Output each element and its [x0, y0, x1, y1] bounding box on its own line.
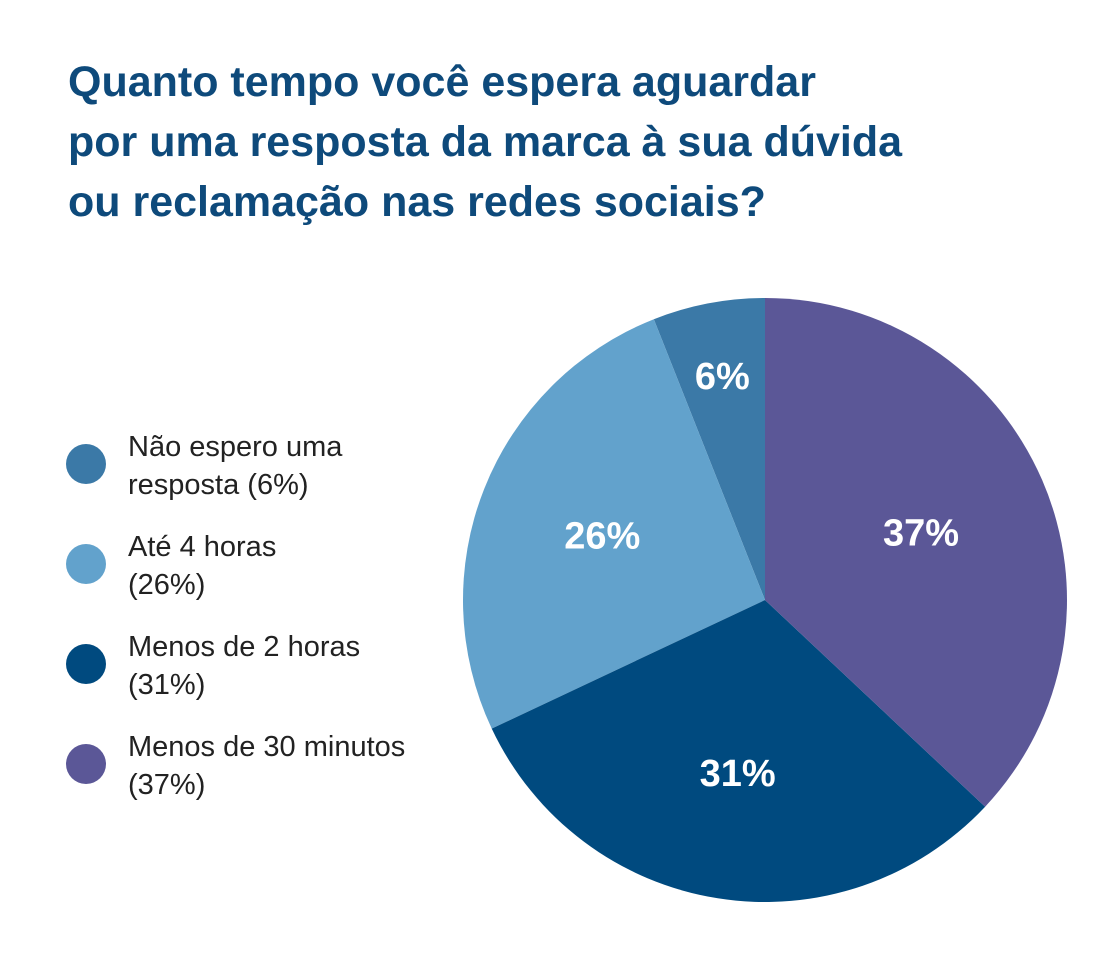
legend-item-menos-2-horas: Menos de 2 horas (31%)	[66, 628, 466, 728]
chart-title-line-3: ou reclamação nas redes sociais?	[68, 178, 766, 226]
legend-label-menos-30-minutos: Menos de 30 minutos (37%)	[128, 728, 405, 804]
pie-label-ate-4-horas: 26%	[564, 516, 640, 558]
legend-label-menos-2-horas: Menos de 2 horas (31%)	[128, 628, 360, 704]
legend-label-ate-4-horas: Até 4 horas (26%)	[128, 528, 276, 604]
chart-title-line-2: por uma resposta da marca à sua dúvida	[68, 118, 903, 166]
legend-item-ate-4-horas: Até 4 horas (26%)	[66, 528, 466, 628]
legend-swatch-ate-4-horas	[66, 544, 106, 584]
pie-label-nao-espero: 6%	[695, 356, 750, 398]
legend-swatch-nao-espero	[66, 444, 106, 484]
pie-slice-ate-4-horas	[462, 319, 765, 729]
pie-slice-menos-30-minutos	[765, 298, 1067, 807]
pie-label-menos-2-horas: 31%	[700, 753, 776, 795]
legend-swatch-menos-30-minutos	[66, 744, 106, 784]
legend-item-nao-espero: Não espero uma resposta (6%)	[66, 428, 466, 528]
legend-label-line: resposta (6%)	[128, 469, 309, 501]
legend-label-line: Menos de 2 horas	[128, 631, 361, 663]
legend-label-line: Menos de 30 minutos	[128, 731, 406, 763]
legend-label-line: (31%)	[128, 669, 206, 701]
chart-title-line-1: Quanto tempo você espera aguardar	[68, 58, 816, 106]
pie-slice-menos-2-horas	[491, 600, 986, 903]
legend-label-line: (37%)	[128, 769, 206, 801]
legend-label-line: (26%)	[128, 569, 206, 601]
pie-slice-nao-espero	[653, 298, 765, 600]
legend-item-menos-30-minutos: Menos de 30 minutos (37%)	[66, 728, 466, 828]
legend-label-line: Não espero uma	[128, 431, 343, 463]
legend: Não espero uma resposta (6%) Até 4 horas…	[66, 428, 466, 828]
legend-label-line: Até 4 horas	[128, 531, 277, 563]
legend-label-nao-espero: Não espero uma resposta (6%)	[128, 428, 342, 504]
pie-label-menos-30-minutos: 37%	[883, 513, 959, 555]
legend-swatch-menos-2-horas	[66, 644, 106, 684]
chart-title: Quanto tempo você espera aguardar por um…	[68, 52, 1068, 232]
